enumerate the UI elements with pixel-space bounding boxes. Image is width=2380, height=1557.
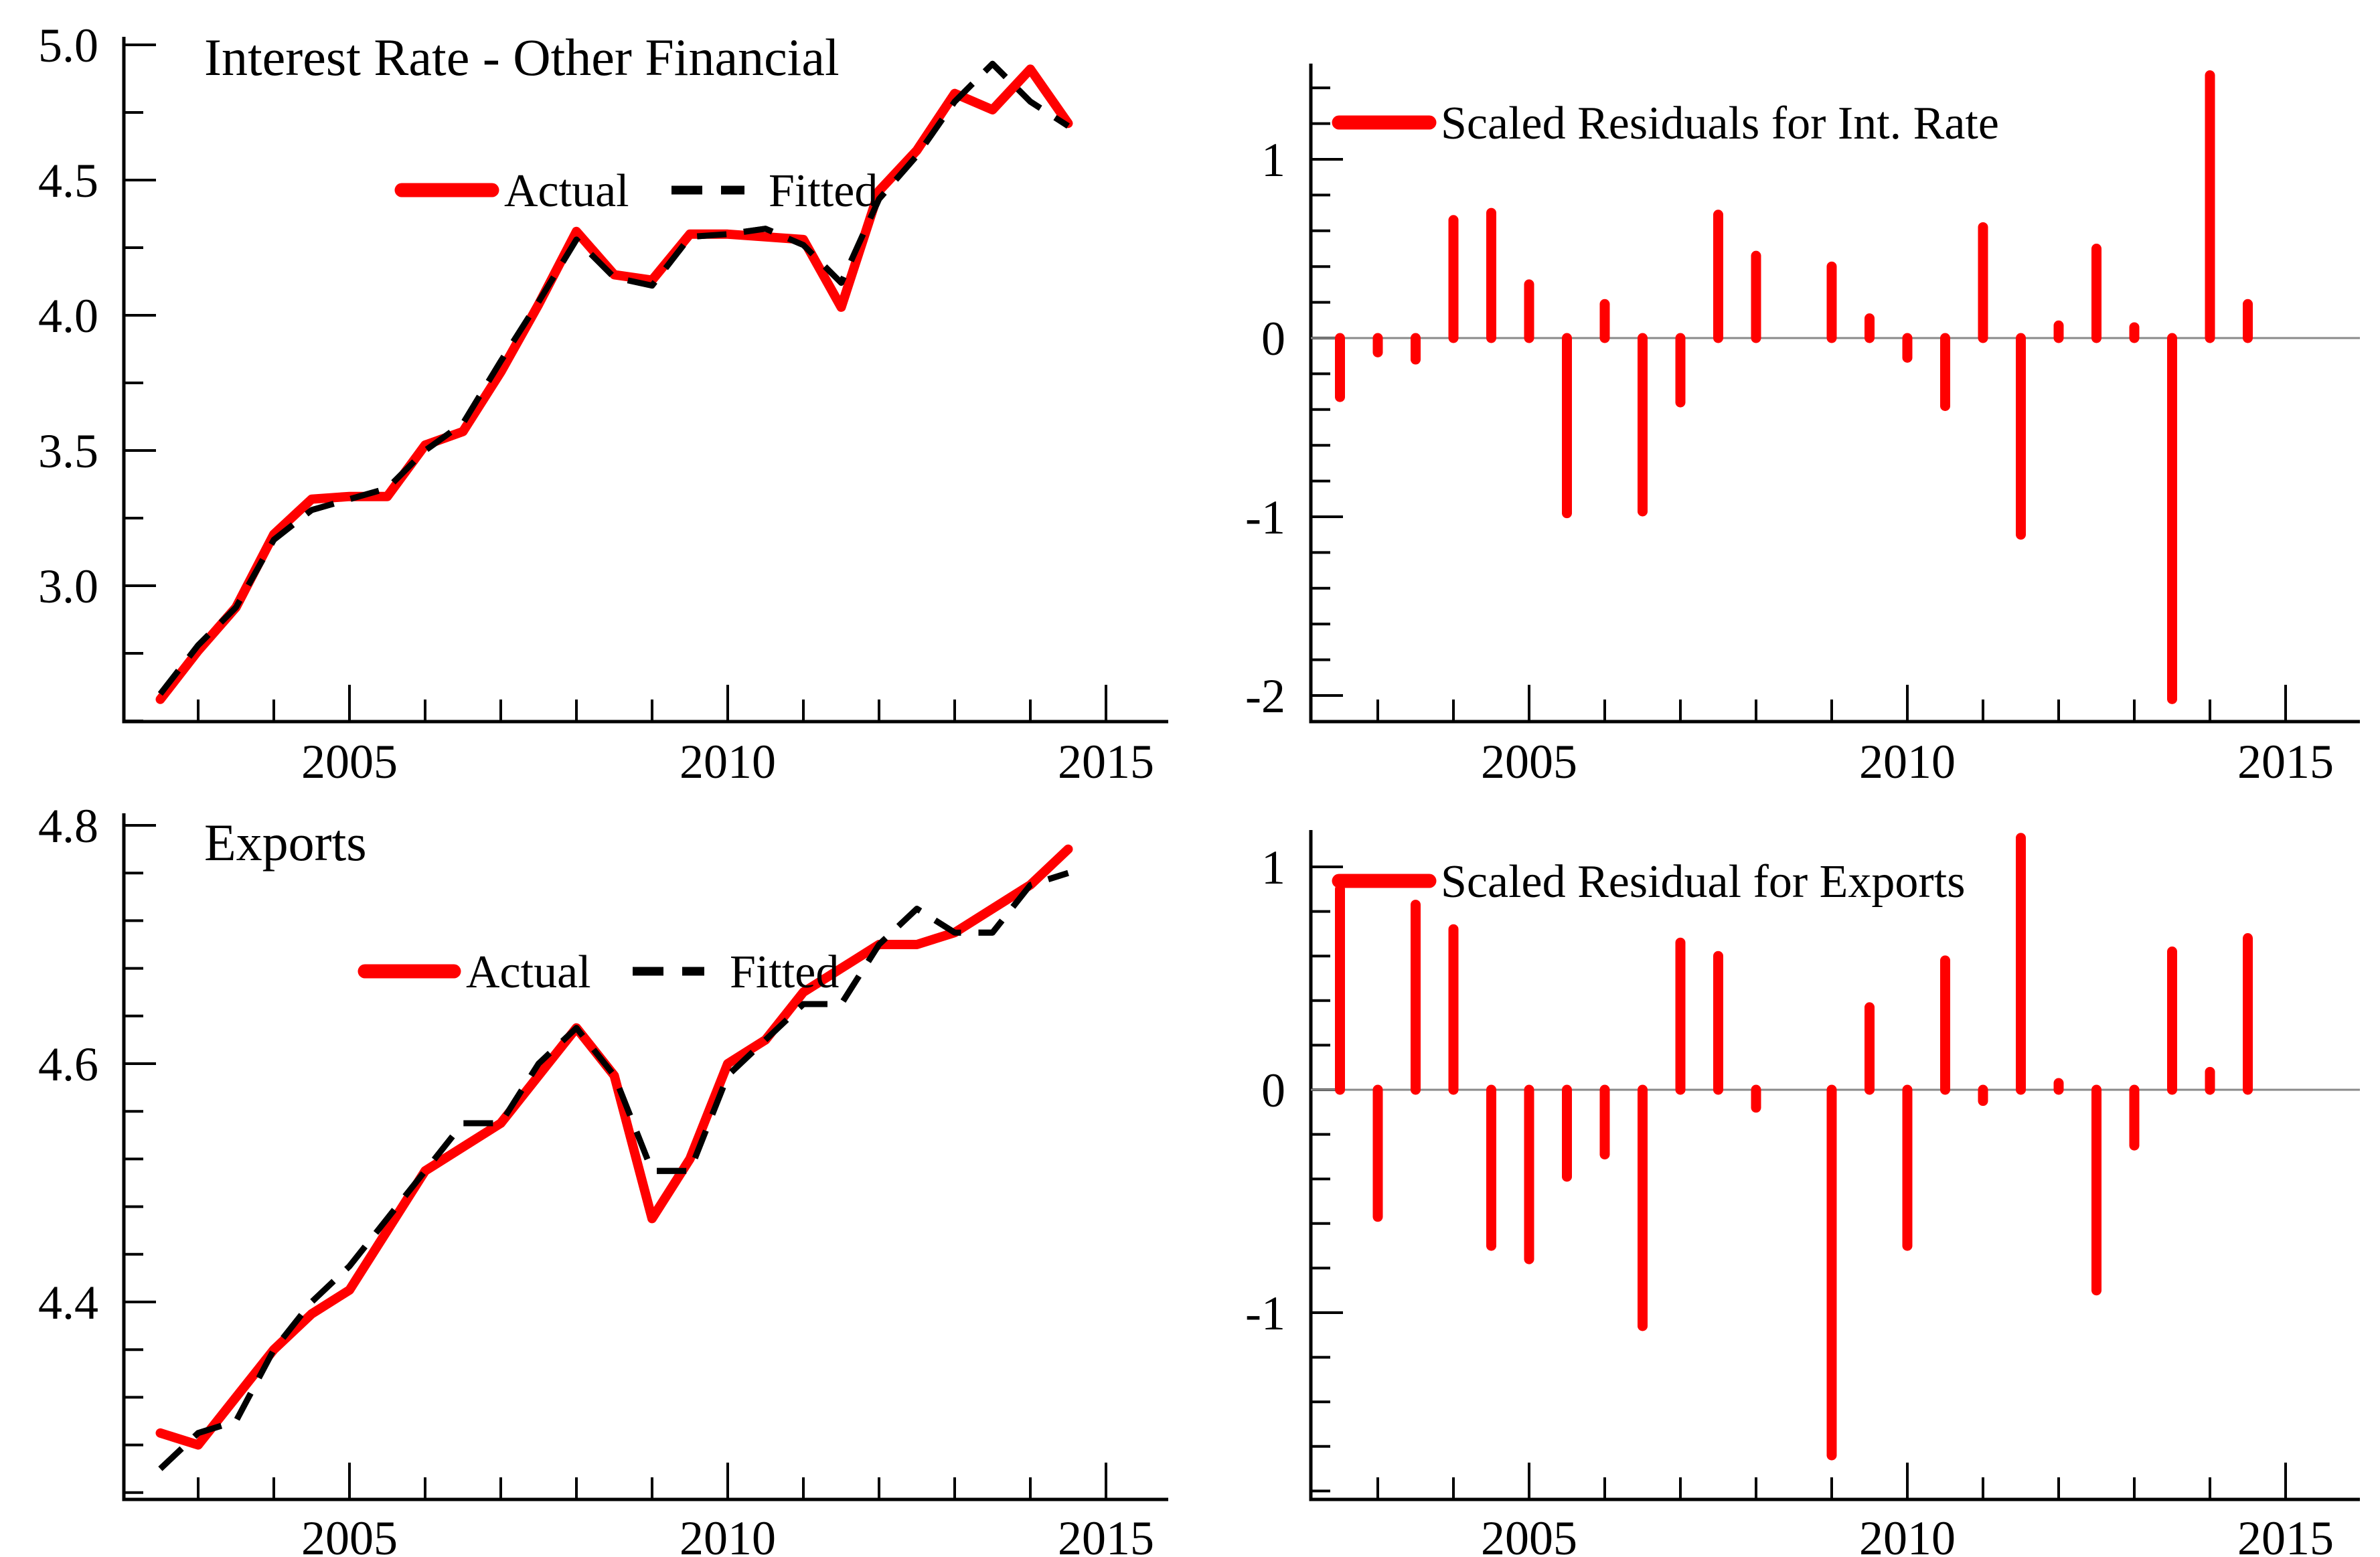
fitted-line-overlay bbox=[157, 60, 1070, 696]
y-tick-label: -1 bbox=[1245, 491, 1285, 544]
y-tick-label: -2 bbox=[1245, 669, 1285, 723]
chart-exports-residuals: 1 0 -1 2005 2010 2015 Scaled Residual for Expo… bbox=[1245, 830, 2360, 1557]
y-tick-label: 5.0 bbox=[38, 19, 98, 72]
legend-label: Fitted bbox=[769, 165, 878, 217]
chart-int-rate-line: 3.0 3.5 4.0 4.5 5.0 2005 2010 2015 Interest Rate… bbox=[38, 19, 1168, 789]
y-tick-label: 4.5 bbox=[38, 154, 98, 208]
actual-line bbox=[155, 844, 1073, 1450]
x-tick-label: 2005 bbox=[1481, 1511, 1577, 1557]
chart-title: Exports bbox=[204, 813, 367, 872]
x-tick-label: 2015 bbox=[2237, 735, 2334, 789]
y-tick-label: 0 bbox=[1261, 1064, 1285, 1117]
x-tick-label: 2015 bbox=[1058, 1511, 1154, 1557]
y-tick-label: 1 bbox=[1261, 133, 1285, 187]
x-tick-label: 2010 bbox=[680, 1511, 776, 1557]
y-tick-label: 3.5 bbox=[38, 424, 98, 478]
y-tick-label: 4.4 bbox=[38, 1276, 98, 1329]
x-tick-label: 2015 bbox=[1058, 735, 1154, 789]
legend-label: Fitted bbox=[730, 947, 839, 998]
fitted-line-overlay bbox=[158, 870, 1069, 1471]
x-tick-label: 2010 bbox=[1859, 1511, 1956, 1557]
y-tick-label: 4.6 bbox=[38, 1038, 98, 1091]
x-tick-label: 2005 bbox=[1481, 735, 1577, 789]
y-tick-label: 4.8 bbox=[38, 799, 98, 853]
y-tick-label: 0 bbox=[1261, 312, 1285, 365]
chart-exports-line: 4.4 4.6 4.8 2005 2010 2015 Exports Actual Fitted bbox=[38, 799, 1168, 1557]
x-tick-label: 2010 bbox=[1859, 735, 1956, 789]
legend-label: Actual bbox=[466, 947, 591, 998]
legend-label: Scaled Residuals for Int. Rate bbox=[1441, 98, 1999, 149]
y-tick-label: 4.0 bbox=[38, 289, 98, 343]
y-tick-label: 3.0 bbox=[38, 560, 98, 613]
chart-title: Interest Rate - Other Financial bbox=[204, 28, 840, 86]
x-tick-label: 2015 bbox=[2237, 1511, 2334, 1557]
y-tick-label: -1 bbox=[1245, 1287, 1285, 1340]
y-tick-label: 1 bbox=[1261, 841, 1285, 894]
x-tick-label: 2005 bbox=[301, 735, 398, 789]
x-tick-label: 2005 bbox=[301, 1511, 398, 1557]
legend-label: Actual bbox=[504, 165, 629, 217]
legend-label: Scaled Residual for Exports bbox=[1441, 856, 1965, 908]
chart-int-rate-residuals: 1 0 -1 -2 2005 2010 2015 Scaled Residuals for I… bbox=[1245, 64, 2360, 789]
x-tick-label: 2010 bbox=[680, 735, 776, 789]
actual-line bbox=[155, 64, 1073, 704]
